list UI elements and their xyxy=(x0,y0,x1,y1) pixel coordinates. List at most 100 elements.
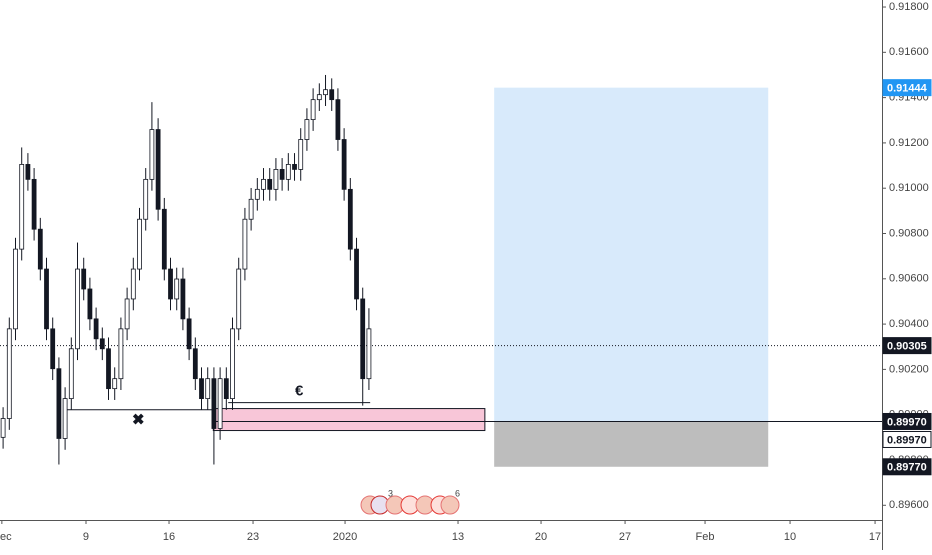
candle-body xyxy=(323,89,328,96)
candle-body xyxy=(242,218,248,270)
candle-body xyxy=(261,178,266,190)
y-tick-label: 0.90200 xyxy=(889,363,929,375)
candle-body xyxy=(31,178,37,230)
candle-body xyxy=(217,378,223,429)
candle-body xyxy=(347,188,353,250)
price-label-box xyxy=(882,430,932,448)
y-tick-label: 0.91200 xyxy=(889,137,929,149)
event-icons[interactable]: 3 6 xyxy=(360,488,460,515)
candle-body xyxy=(335,99,341,140)
level-label: € xyxy=(295,383,304,400)
candle-body xyxy=(106,348,111,390)
profit-zone xyxy=(494,87,769,422)
candle-body xyxy=(186,318,192,350)
candle-body xyxy=(19,164,25,250)
candle-body xyxy=(285,164,291,180)
demand-zone xyxy=(212,408,486,432)
level-label: ✖ xyxy=(132,412,145,429)
x-tick-label: 16 xyxy=(163,531,175,543)
loss-zone xyxy=(494,421,769,467)
price-label-box xyxy=(882,458,932,476)
x-tick-label: Dec xyxy=(0,531,12,543)
candle-body xyxy=(223,378,229,400)
candle-body xyxy=(68,348,74,400)
candle-body xyxy=(267,178,273,190)
price-label: 0.89970 xyxy=(887,434,927,446)
price-label-box xyxy=(882,412,932,430)
x-tick-label: 2020 xyxy=(333,531,357,543)
candle-body xyxy=(292,164,297,170)
y-tick-label: 0.91800 xyxy=(889,1,929,13)
candle-body xyxy=(168,268,173,300)
candle-body xyxy=(37,228,43,270)
candle-body xyxy=(174,278,180,300)
x-tick-label: 17 xyxy=(869,531,881,543)
candle-body xyxy=(205,378,211,400)
y-tick-label: 0.90600 xyxy=(889,273,929,285)
candle-body xyxy=(180,278,186,320)
candle-body xyxy=(316,94,322,101)
candle-body xyxy=(329,89,335,101)
candle-body xyxy=(56,368,62,439)
y-tick-label: 0.91600 xyxy=(889,46,929,58)
candle-body xyxy=(99,338,105,350)
event-count: 6 xyxy=(455,488,460,498)
candle-body xyxy=(254,188,260,200)
candle-body xyxy=(354,248,359,300)
candle-body xyxy=(161,208,167,270)
y-tick-label: 0.90400 xyxy=(889,318,929,330)
y-tick-label: 0.89600 xyxy=(889,499,929,511)
candle-body xyxy=(137,218,142,270)
candle-body xyxy=(273,169,279,190)
x-tick-label: 9 xyxy=(83,531,89,543)
price-label: 0.91444 xyxy=(887,83,928,95)
candle-body xyxy=(62,398,68,439)
x-tick-label: 10 xyxy=(784,531,796,543)
candle-body xyxy=(192,348,198,380)
candle-body xyxy=(25,164,31,180)
candle-body xyxy=(211,378,217,429)
candle-body xyxy=(143,178,149,220)
candle-body xyxy=(6,328,12,419)
x-tick-label: 20 xyxy=(535,531,547,543)
candle-body xyxy=(50,328,56,370)
candle-body xyxy=(230,328,235,400)
x-tick-label: 23 xyxy=(247,531,259,543)
candle-body xyxy=(13,248,18,330)
candle-body xyxy=(341,139,347,190)
price-label-box xyxy=(882,337,932,355)
candle-body xyxy=(279,169,285,180)
candle-body xyxy=(118,328,124,380)
candle-body xyxy=(124,298,130,330)
x-tick-label: 27 xyxy=(619,531,631,543)
candle-body xyxy=(366,328,372,380)
price-label: 0.89970 xyxy=(887,416,927,428)
y-tick-label: 0.90800 xyxy=(889,227,929,239)
price-label: 0.89770 xyxy=(887,462,927,474)
event-count: 3 xyxy=(388,488,393,498)
event-icon[interactable] xyxy=(440,495,460,515)
candle-body xyxy=(248,198,254,220)
candle-body xyxy=(310,99,316,120)
x-tick-label: 13 xyxy=(452,531,464,543)
candle-body xyxy=(360,298,366,380)
price-label: 0.90305 xyxy=(887,341,927,353)
candle-body xyxy=(81,268,87,290)
candle-body xyxy=(236,268,242,330)
candle-body xyxy=(75,268,80,350)
candle-body xyxy=(93,318,99,340)
y-tick-label: 0.91000 xyxy=(889,182,929,194)
candle-body xyxy=(112,378,118,390)
candle-body xyxy=(155,129,161,210)
x-tick-label: Feb xyxy=(696,531,715,543)
candle-body xyxy=(130,268,136,300)
candle-body xyxy=(304,119,310,140)
candle-body xyxy=(87,288,93,320)
candle-body xyxy=(0,418,6,438)
candle-body xyxy=(199,378,204,400)
candle-body xyxy=(298,139,304,170)
price-label-box xyxy=(882,79,932,97)
candle-body xyxy=(149,129,155,180)
